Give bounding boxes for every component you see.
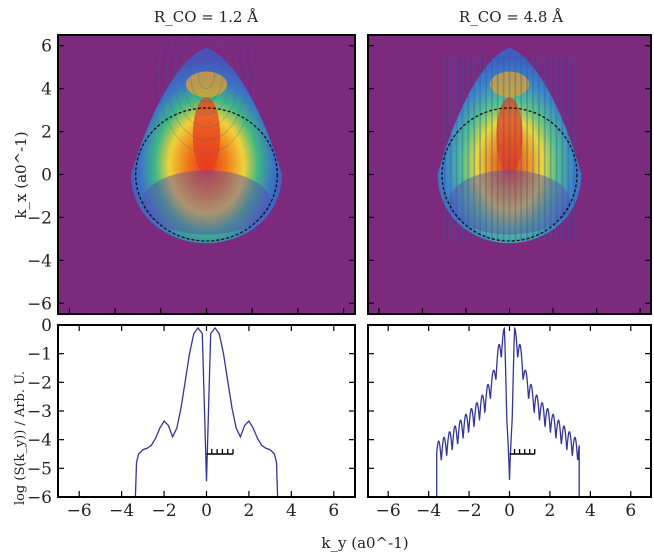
x-tick-label: −6: [376, 501, 401, 521]
heatmap-fringe: [190, 49, 223, 102]
y-tick-label: 0: [41, 166, 52, 186]
bottom-y-axis-label: log (S(k_y)) / Arb. U.: [13, 371, 28, 505]
y-tick-label: −2: [27, 208, 52, 228]
heatmap-left: −6 −4 −2 0 2 4 6: [27, 34, 356, 315]
dashed-circle: [135, 107, 278, 242]
heatmap-fringe: [166, 35, 247, 141]
x-tick-label: 2: [244, 501, 255, 521]
spectrum-right: −6 −4 −2 0 2 4 6: [367, 324, 652, 521]
heatmap-fringe: [174, 35, 239, 128]
x-tick-label: −4: [416, 501, 441, 521]
heatmap-lower-zone: [142, 170, 271, 235]
heatmap-right: [367, 34, 652, 315]
heatmap-upper-lobe: [489, 71, 530, 98]
x-tick-label: 6: [328, 501, 339, 521]
heatmap-core: [496, 97, 523, 175]
heatmap-fringe: [198, 62, 215, 90]
y-tick-label: −4: [27, 251, 52, 271]
x-tick-label: 0: [504, 501, 515, 521]
heatmap-upper-lobe: [185, 71, 228, 98]
y-tick-label: −6: [27, 294, 52, 314]
spectrum-line: [134, 326, 279, 498]
y-tick-label: −5: [27, 459, 52, 479]
x-tick-label: 4: [585, 501, 596, 521]
y-tick-label: −3: [27, 402, 52, 422]
heatmap-fringe: [158, 35, 255, 154]
x-tick-label: −2: [457, 501, 482, 521]
x-tick-label: 4: [286, 501, 297, 521]
y-tick-label: 2: [41, 123, 52, 143]
y-tick-label: −6: [27, 488, 52, 508]
y-tick-label: 6: [41, 37, 52, 57]
top-y-axis-label: k_x (a0^-1): [12, 131, 30, 218]
heatmap-lower-zone: [448, 170, 571, 235]
y-tick-label: −4: [27, 431, 52, 451]
dashed-circle: [441, 107, 578, 242]
y-tick-label: −2: [27, 373, 52, 393]
x-tick-label: 0: [201, 501, 212, 521]
heatmap-core: [192, 97, 221, 175]
x-tick-label: 2: [545, 501, 556, 521]
x-axis-label: k_y (a0^-1): [321, 534, 408, 552]
x-tick-label: −4: [109, 501, 134, 521]
panel-title-right: R_CO = 4.8 Å: [459, 8, 563, 26]
x-tick-label: −6: [67, 501, 92, 521]
y-tick-label: −1: [27, 345, 52, 365]
x-tick-label: 6: [625, 501, 636, 521]
heatmap-fringe: [182, 36, 231, 115]
y-tick-label: 4: [41, 80, 52, 100]
panel-title-left: R_CO = 1.2 Å: [154, 8, 258, 26]
spectrum-left: −6 −4 −2 0 2 4 6 0 −1 −2 −3 −4 −5 −6: [27, 316, 356, 521]
y-tick-label: 0: [41, 316, 52, 336]
x-tick-label: −2: [152, 501, 177, 521]
spectrum-line: [436, 326, 580, 497]
